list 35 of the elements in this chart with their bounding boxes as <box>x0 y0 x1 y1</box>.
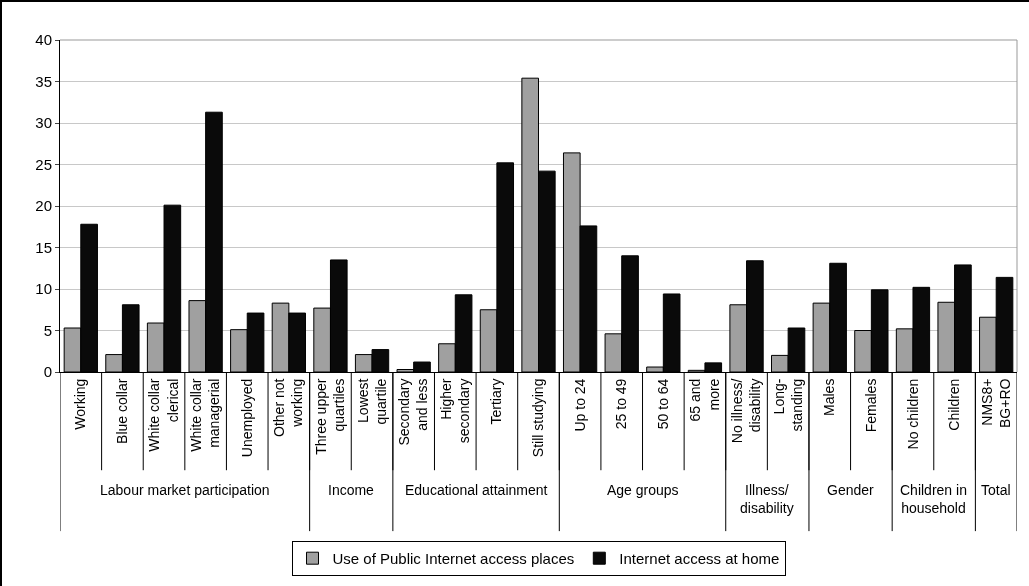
x-tick-label: Unemployed <box>238 378 255 458</box>
x-tick-label: Still studying <box>530 378 547 458</box>
y-tick-label: 25 <box>35 155 52 173</box>
x-tick-label: 50 to 64 <box>654 378 671 430</box>
y-tick-label: 5 <box>43 321 52 339</box>
x-tick-label: Tertiary <box>488 378 505 425</box>
x-tick-label: Up to 24 <box>571 378 588 432</box>
x-tick-label: Children <box>946 378 963 431</box>
text: Total <box>981 482 1011 498</box>
y-tick-label: 10 <box>35 280 52 298</box>
y-tick-label: 30 <box>35 114 52 132</box>
y-tick-label: 40 <box>35 31 52 49</box>
x-tick-label: Males <box>821 378 838 416</box>
text: Labour market participation <box>100 482 270 498</box>
x-tick-label: Blue collar <box>113 378 130 444</box>
x-tick-label: No children <box>904 378 921 450</box>
x-tick-label: 65 and more <box>687 378 722 422</box>
text: Educational attainment <box>405 482 548 498</box>
text: Children in household <box>900 482 967 517</box>
y-tick-label: 35 <box>35 72 52 90</box>
text: Illness/ disability <box>740 482 794 517</box>
text: Income <box>328 482 375 498</box>
legend-label: Use of Public Internet access places <box>332 550 575 568</box>
y-tick-label: 0 <box>43 363 52 381</box>
x-tick-label: White collar clerical <box>146 378 181 452</box>
x-tick-label: Other not working <box>271 378 306 437</box>
y-tick-label: 15 <box>35 238 52 256</box>
x-tick-label: 25 to 49 <box>613 378 630 430</box>
legend-label: Internet access at home <box>619 550 780 568</box>
x-tick-label: Working <box>72 378 89 430</box>
text: Age groups <box>607 482 679 498</box>
y-tick-label: 20 <box>35 197 52 215</box>
x-tick-label: Females <box>862 378 879 433</box>
x-tick-label: NMS8+ BG+RO <box>978 378 1013 429</box>
text: Gender <box>827 482 875 498</box>
